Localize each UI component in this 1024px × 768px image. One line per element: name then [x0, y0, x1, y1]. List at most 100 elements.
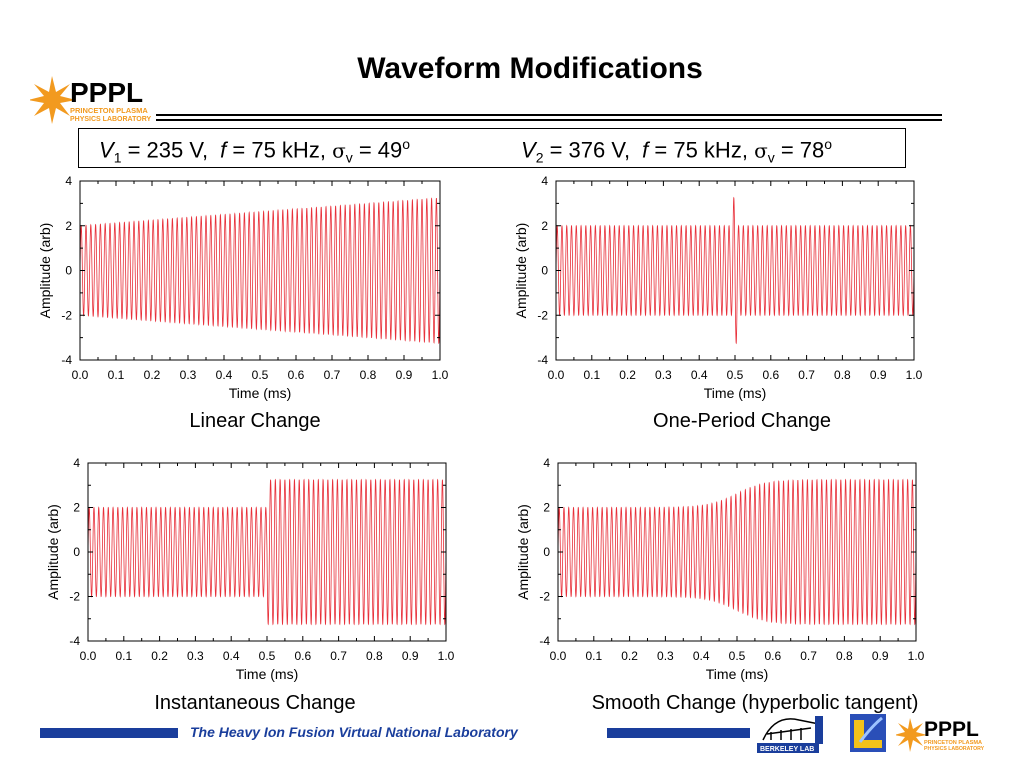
x-tick-label: 0.8: [836, 649, 853, 663]
x-axis-label: Time (ms): [236, 666, 298, 682]
parameter-box: V1 = 235 V, f = 75 kHz, σv = 49o V2 = 376…: [78, 128, 906, 168]
header-rule: [156, 114, 942, 122]
y-axis-label: Amplitude (arb): [45, 504, 61, 600]
pppl-small-logo-text: PPPL: [924, 718, 979, 741]
waveform-series-2: [556, 196, 914, 345]
pppl-small-logo-sub2: PHYSICS LABORATORY: [924, 746, 985, 752]
x-tick-label: 0.2: [144, 368, 161, 382]
x-tick-label: 0.5: [252, 368, 269, 382]
y-axis-label: Amplitude (arb): [37, 223, 53, 319]
footer-bar-right: [607, 728, 750, 738]
berkeley-lab-text: BERKELEY LAB: [760, 746, 814, 753]
x-tick-label: 0.3: [655, 368, 672, 382]
header-rule-line-top: [156, 114, 942, 116]
y-tick-label: 4: [543, 456, 550, 470]
sigma2-symbol: σ: [754, 138, 768, 163]
x-tick-label: 0.0: [550, 649, 567, 663]
x-tick-label: 0.8: [366, 649, 383, 663]
f2-symbol: f: [642, 137, 649, 163]
x-tick-label: 0.4: [216, 368, 233, 382]
berkeley-lab-logo: BERKELEY LAB: [757, 716, 823, 753]
plot-1: 0.0 0.1 0.2 0.3 0.4 0.5 0.6 0.7 0.8 0.9 1.0 4 2 0 -2 -4…: [37, 174, 449, 401]
footer: The Heavy Ion Fusion Virtual National La…: [0, 718, 1024, 758]
x-tick-label: 0.1: [115, 649, 132, 663]
x-tick-label: 0.3: [657, 649, 674, 663]
x-tick-label: 0.4: [693, 649, 710, 663]
sigma2-value: = 78: [774, 137, 825, 163]
sigma1-symbol: σ: [332, 138, 346, 163]
y-tick-label: -2: [539, 590, 550, 604]
f1-value: = 75 kHz,: [226, 137, 326, 163]
llnl-emblem-logo: [850, 714, 886, 752]
waveform-series-1: [80, 197, 440, 345]
x-axis-label: Time (ms): [229, 385, 291, 401]
x-tick-label: 0.0: [72, 368, 89, 382]
waveform-series-3: [88, 478, 446, 626]
x-tick-label: 0.6: [288, 368, 305, 382]
x-tick-label: 0.1: [583, 368, 600, 382]
x-tick-label: 0.8: [360, 368, 377, 382]
footer-text: The Heavy Ion Fusion Virtual National La…: [190, 724, 518, 740]
x-tick-label: 0.9: [872, 649, 889, 663]
y-tick-label: -4: [69, 634, 80, 648]
x-tick-label: 0.7: [324, 368, 341, 382]
y-tick-label: 4: [65, 174, 72, 188]
y-tick-label: 0: [73, 545, 80, 559]
pppl-logo-sub2: PHYSICS LABORATORY: [70, 116, 151, 123]
y-tick-label: -4: [61, 353, 72, 367]
x-tick-label: 0.1: [585, 649, 602, 663]
starburst-icon: [30, 76, 76, 124]
x-tick-label: 0.5: [729, 649, 746, 663]
y-axis-label: Amplitude (arb): [515, 504, 531, 600]
y-tick-label: 0: [65, 264, 72, 278]
y-tick-label: 4: [73, 456, 80, 470]
y-tick-label: 0: [541, 264, 548, 278]
x-tick-label: 0.2: [621, 649, 638, 663]
y-tick-label: -2: [69, 590, 80, 604]
slide-title: Waveform Modifications: [357, 52, 703, 85]
x-tick-label: 1.0: [908, 649, 925, 663]
x-tick-label: 0.3: [187, 649, 204, 663]
v2-value: = 376 V,: [543, 137, 631, 163]
x-axis-label: Time (ms): [706, 666, 768, 682]
pppl-logo-text: PPPL: [70, 77, 143, 108]
x-tick-label: 0.0: [548, 368, 565, 382]
f2-value: = 75 kHz,: [648, 137, 748, 163]
y-tick-label: 4: [541, 174, 548, 188]
waveform-series-4: [558, 478, 916, 626]
footer-bar-left: [40, 728, 178, 738]
parameter-set-2: V2 = 376 V, f = 75 kHz, σv = 78o: [521, 136, 832, 166]
building-icon: [762, 716, 823, 744]
x-tick-label: 0.6: [762, 368, 779, 382]
x-tick-label: 0.4: [691, 368, 708, 382]
x-tick-label: 0.7: [330, 649, 347, 663]
plot-2: 0.0 0.1 0.2 0.3 0.4 0.5 0.6 0.7 0.8 0.9 1.0 4 2 0 -2 -4…: [513, 174, 923, 401]
x-tick-label: 0.8: [834, 368, 851, 382]
y-tick-label: 2: [65, 219, 72, 233]
sigma1-value: = 49: [352, 137, 403, 163]
x-tick-label: 0.6: [294, 649, 311, 663]
v2-subscript: 2: [535, 149, 544, 166]
y-tick-label: 2: [541, 219, 548, 233]
parameter-set-1: V1 = 235 V, f = 75 kHz, σv = 49o: [99, 136, 410, 166]
x-tick-label: 0.7: [798, 368, 815, 382]
sigma2-subscript: v: [767, 149, 775, 166]
caption-instantaneous-change: Instantaneous Change: [154, 692, 356, 714]
x-tick-label: 0.2: [619, 368, 636, 382]
x-tick-label: 0.1: [108, 368, 125, 382]
f1-symbol: f: [220, 137, 227, 163]
y-tick-label: -4: [539, 634, 550, 648]
x-tick-label: 1.0: [432, 368, 449, 382]
pppl-small-logo-sub1: PRINCETON PLASMA: [924, 740, 982, 746]
x-tick-label: 1.0: [438, 649, 455, 663]
caption-smooth-change: Smooth Change (hyperbolic tangent): [591, 692, 919, 714]
x-tick-label: 0.5: [727, 368, 744, 382]
x-tick-label: 1.0: [906, 368, 923, 382]
x-tick-label: 0.7: [800, 649, 817, 663]
y-tick-label: 0: [543, 545, 550, 559]
sigma1-subscript: v: [345, 149, 353, 166]
header-rule-line-bottom: [156, 119, 942, 121]
y-tick-label: -4: [537, 353, 548, 367]
sigma1-degree: o: [402, 136, 411, 152]
